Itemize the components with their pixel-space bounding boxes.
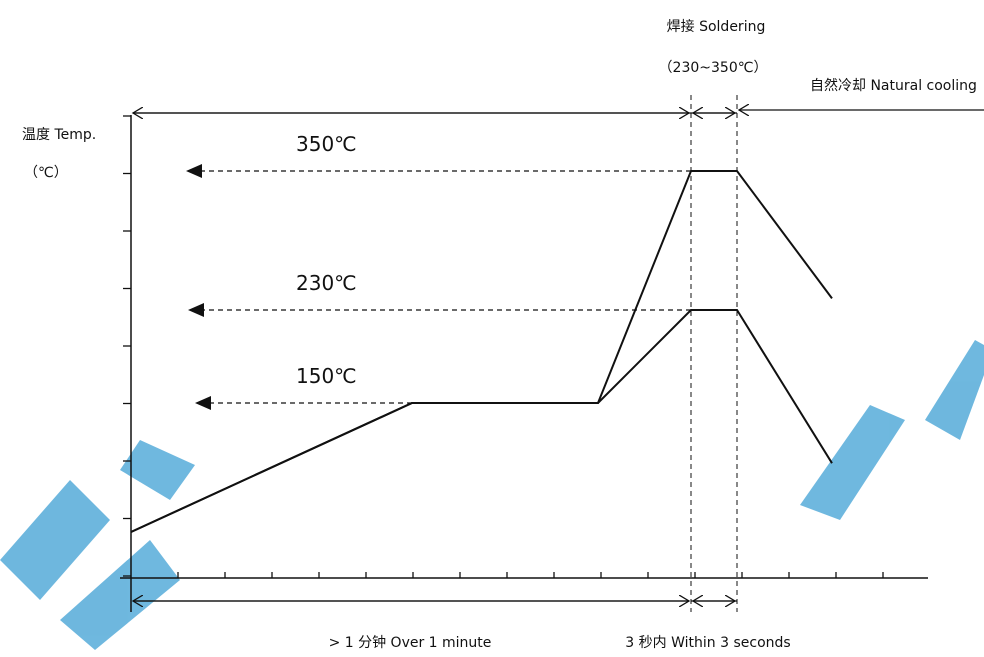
- reference-arrowhead-230: [188, 303, 204, 317]
- reference-label-350: 350℃: [296, 132, 357, 156]
- watermark-shape-1: [0, 480, 110, 600]
- over-1-minute-label: > 1 分钟 Over 1 minute: [329, 634, 492, 651]
- reference-lines: 350℃ 230℃ 150℃: [186, 132, 691, 410]
- natural-cooling-label: 自然冷却 Natural cooling: [810, 77, 977, 94]
- y-axis-unit: （℃）: [24, 165, 68, 181]
- watermark-shape-2: [60, 540, 180, 650]
- watermark-logo: [0, 340, 984, 650]
- reference-arrowhead-150: [195, 396, 211, 410]
- within-3-seconds-label: 3 秒内 Within 3 seconds: [625, 635, 790, 651]
- reference-arrowhead-350: [186, 164, 202, 178]
- profile-line-2: [130, 309, 833, 533]
- reference-label-230: 230℃: [296, 271, 357, 295]
- profile-line-1: [130, 170, 833, 533]
- watermark-shape-4: [800, 405, 905, 520]
- temperature-profile-series: [130, 170, 833, 533]
- y-axis-label: 温度 Temp.: [22, 127, 96, 143]
- reference-label-150: 150℃: [296, 364, 357, 388]
- soldering-range-label: （230~350℃）: [659, 60, 768, 76]
- y-axis-ticks: [123, 115, 131, 577]
- watermark-shape-5: [925, 340, 984, 440]
- watermark-shape-3: [120, 440, 195, 500]
- x-axis-ticks: [177, 572, 884, 578]
- soldering-label: 焊接 Soldering: [667, 18, 766, 35]
